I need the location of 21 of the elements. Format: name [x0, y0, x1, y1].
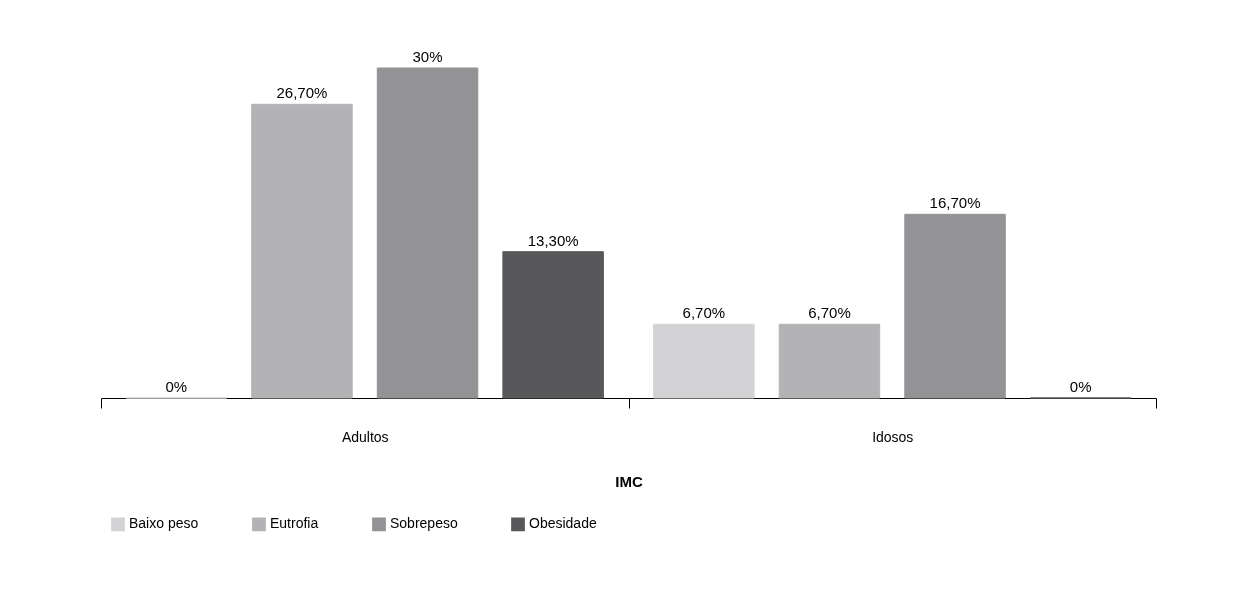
data-label: 0% [165, 378, 188, 395]
data-label: 16,70% [929, 194, 981, 212]
data-label: 6,70% [808, 304, 851, 322]
data-label: 6,70% [682, 304, 726, 322]
legend-label: Eutrofia [270, 515, 319, 532]
data-label: 26,70% [276, 84, 328, 102]
data-label: 13,30% [527, 231, 579, 249]
x-tick-label: Adultos [341, 428, 389, 445]
legend-label: Baixo peso [129, 515, 199, 532]
data-label: 0% [1069, 378, 1092, 395]
bar [376, 67, 479, 399]
bar [251, 103, 353, 399]
bar [502, 251, 604, 399]
x-tick-label: Idosos [872, 428, 914, 445]
legend-label: Sobrepeso [390, 515, 458, 532]
bar [778, 323, 881, 399]
data-label: 30% [412, 48, 443, 65]
bar [653, 323, 755, 399]
bar [904, 213, 1006, 399]
x-axis-title: IMC [615, 472, 643, 490]
legend-label: Obesidade [529, 515, 597, 532]
